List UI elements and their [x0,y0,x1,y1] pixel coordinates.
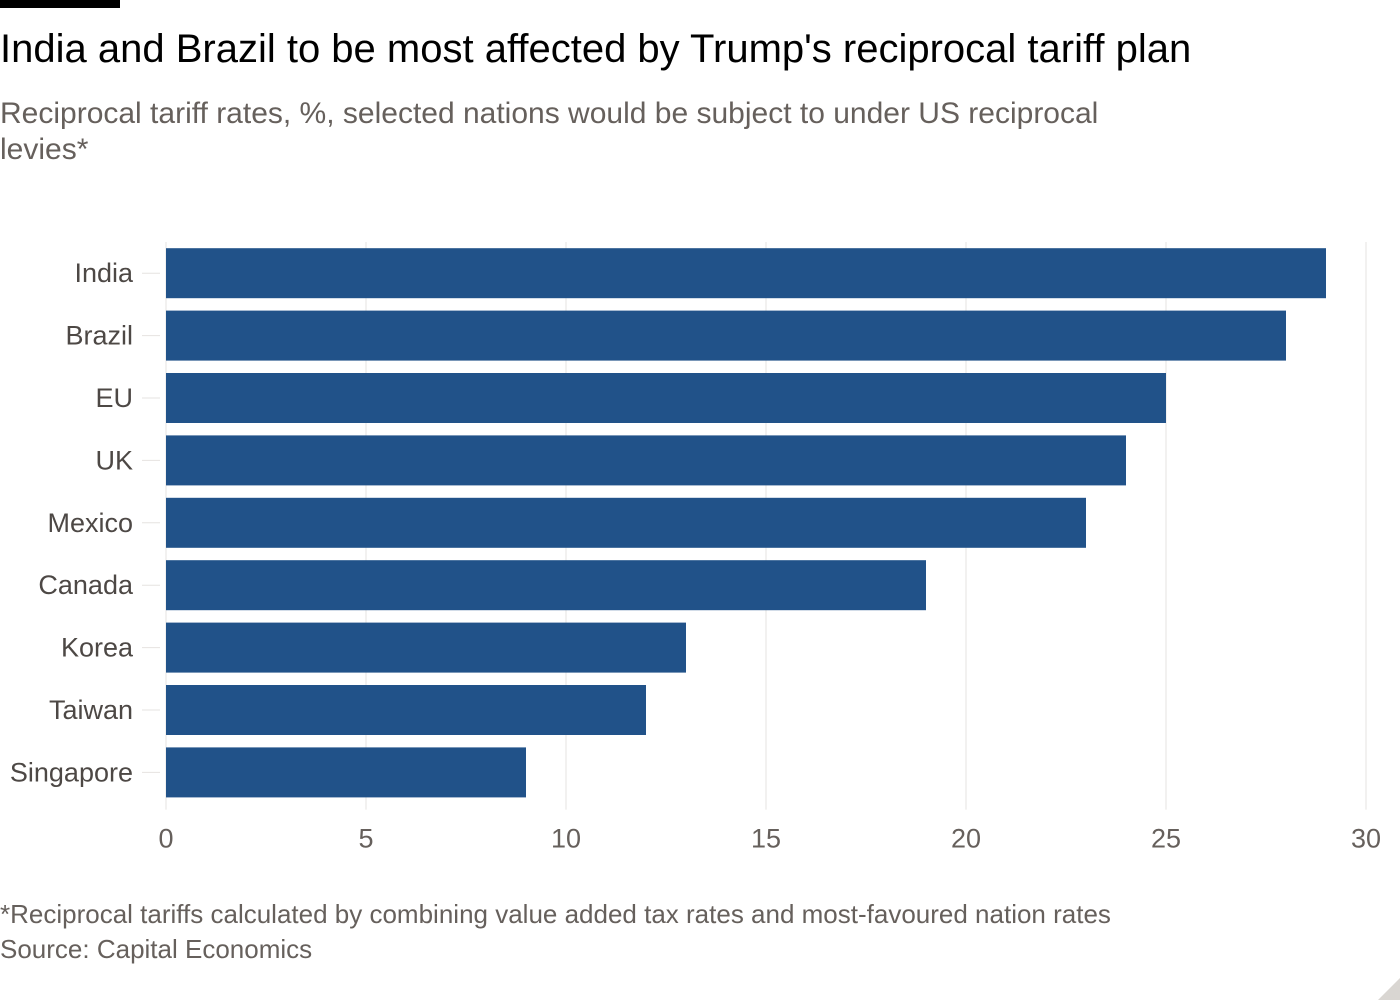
x-tick-label: 30 [1351,824,1381,854]
bar-chart: 0 5 10 15 20 25 30 India Brazil EU UK Mexico Canada K… [10,242,1381,854]
bar [166,435,1126,486]
x-tick-label: 25 [1151,824,1181,854]
bar [166,497,1086,548]
x-tick-label: 10 [551,824,581,854]
bar [166,310,1286,361]
bar [166,560,926,611]
chart-title: India and Brazil to be most affected by … [0,27,1192,71]
bar [166,747,526,798]
bar [166,622,686,673]
category-label: Taiwan [49,695,133,725]
source-text: Source: Capital Economics [0,934,313,964]
category-label: Korea [61,633,134,663]
chart-footnote: *Reciprocal tariffs calculated by combin… [0,897,1390,967]
brand-top-bar [0,0,120,8]
category-label: EU [95,383,133,413]
bar [166,685,646,735]
category-label: Mexico [47,508,133,538]
bar [166,248,1326,299]
x-tick-label: 20 [951,824,981,854]
category-label: Singapore [10,757,133,787]
chart-subtitle: Reciprocal tariff rates, %, selected nat… [0,97,1099,166]
footnote-text: *Reciprocal tariffs calculated by combin… [0,899,1111,929]
x-tick-label: 15 [751,824,781,854]
category-label: UK [95,445,133,475]
x-tick-label: 5 [358,824,373,854]
corner-fold-icon [1378,978,1400,1000]
category-label: Brazil [65,321,133,351]
category-label: Canada [38,570,134,600]
category-label: India [74,258,134,288]
x-tick-label: 0 [158,824,173,854]
bar [166,373,1166,423]
